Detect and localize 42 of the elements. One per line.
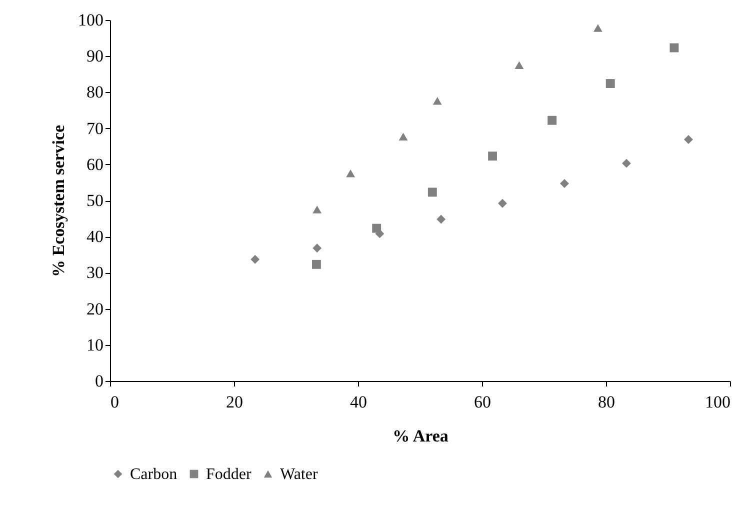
point (488, 152, 498, 161)
point (312, 260, 321, 269)
legend-label: Water (280, 466, 318, 483)
point (436, 214, 446, 224)
point (514, 61, 524, 69)
x-axis-title: % Area (392, 426, 449, 446)
y-tick-label: 20 (86, 299, 104, 318)
point (428, 188, 437, 197)
y-tick-label: 80 (86, 82, 104, 102)
point (432, 96, 442, 105)
x-tick-label: 100 (705, 392, 730, 412)
point (684, 135, 693, 144)
point (398, 132, 408, 140)
x-tick-label: 40 (350, 392, 367, 412)
point (372, 224, 382, 233)
legend-label: Carbon (130, 466, 178, 483)
y-tick-label: 40 (86, 227, 104, 246)
y-tick-label: 0 (95, 372, 104, 390)
y-tick-label: 30 (86, 263, 104, 282)
y-tick-label: 60 (86, 154, 104, 174)
point (593, 24, 602, 32)
y-tick-label: 10 (86, 335, 104, 354)
x-tick-label: 20 (226, 392, 243, 412)
point (670, 43, 679, 52)
point (606, 79, 615, 88)
legend-label: Fodder (206, 466, 252, 483)
x-tick-label: 80 (598, 392, 615, 412)
x-tick-label: 60 (474, 392, 491, 412)
x-tick-label: 0 (110, 392, 119, 412)
point (250, 254, 260, 264)
point (560, 179, 569, 188)
point (312, 206, 322, 214)
y-axis-title: % Ecosystem service (49, 124, 68, 278)
point (622, 158, 631, 168)
point (312, 244, 322, 253)
y-tick-label: 90 (86, 46, 104, 66)
y-tick-label: 70 (86, 118, 104, 138)
point (346, 170, 356, 178)
point (498, 198, 507, 208)
y-tick-label: 100 (78, 10, 104, 30)
y-tick-label: 50 (86, 191, 104, 210)
point (548, 116, 557, 125)
